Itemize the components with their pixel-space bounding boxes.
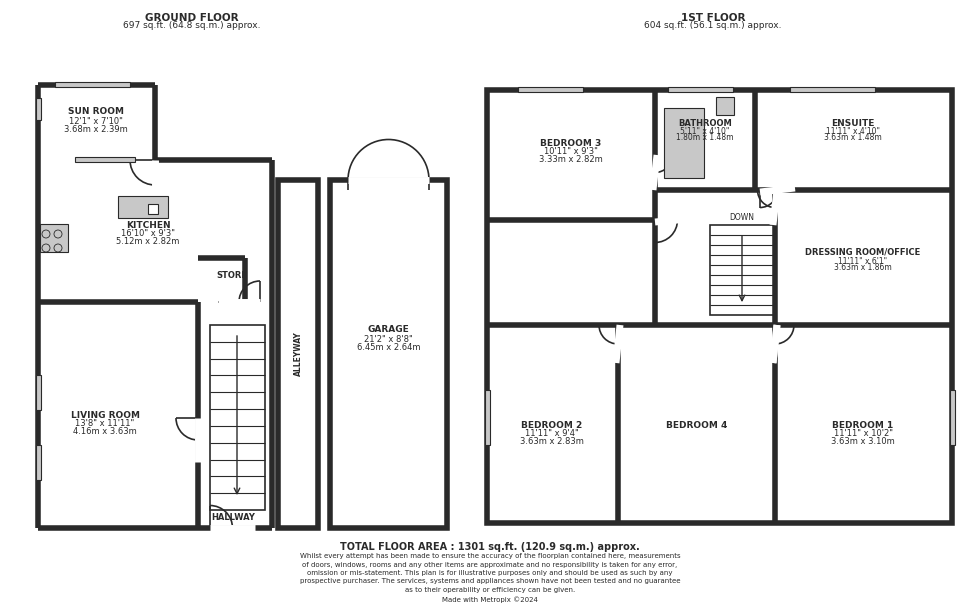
Bar: [716, 97, 734, 115]
Text: 11'11" x 4'10": 11'11" x 4'10": [826, 126, 880, 135]
Text: 12'1" x 7'10": 12'1" x 7'10": [69, 117, 122, 126]
Bar: [485, 390, 490, 445]
Text: HALLWAY: HALLWAY: [211, 514, 255, 523]
Text: SUN ROOM: SUN ROOM: [68, 107, 124, 117]
Text: GROUND FLOOR: GROUND FLOOR: [145, 13, 239, 23]
Text: 5.12m x 2.82m: 5.12m x 2.82m: [117, 237, 179, 246]
Text: 1ST FLOOR: 1ST FLOOR: [681, 13, 745, 23]
Bar: [118, 196, 168, 218]
Bar: [278, 180, 318, 528]
Text: 3.33m x 2.82m: 3.33m x 2.82m: [539, 156, 603, 165]
Bar: [518, 87, 583, 92]
Bar: [36, 375, 41, 410]
Bar: [790, 87, 875, 92]
Text: 3.63m x 3.10m: 3.63m x 3.10m: [831, 437, 895, 447]
Text: 604 sq.ft. (56.1 sq.m.) approx.: 604 sq.ft. (56.1 sq.m.) approx.: [644, 21, 782, 30]
Bar: [210, 325, 265, 510]
Text: 3.63m x 1.86m: 3.63m x 1.86m: [834, 264, 892, 273]
Text: 16'10" x 9'3": 16'10" x 9'3": [121, 229, 175, 239]
Text: 3.68m x 2.39m: 3.68m x 2.39m: [64, 124, 127, 134]
Bar: [487, 90, 952, 523]
Text: 1.80m x 1.48m: 1.80m x 1.48m: [676, 134, 734, 143]
Text: 3.63m x 1.48m: 3.63m x 1.48m: [824, 134, 882, 143]
Text: 3.63m x 2.83m: 3.63m x 2.83m: [520, 437, 584, 447]
Bar: [36, 98, 41, 120]
Bar: [75, 157, 135, 162]
Text: BEDROOM 1: BEDROOM 1: [832, 420, 894, 429]
Text: DRESSING ROOM/OFFICE: DRESSING ROOM/OFFICE: [806, 248, 920, 256]
Bar: [668, 87, 733, 92]
Text: 697 sq.ft. (64.8 sq.m.) approx.: 697 sq.ft. (64.8 sq.m.) approx.: [123, 21, 261, 30]
Text: Whilst every attempt has been made to ensure the accuracy of the floorplan conta: Whilst every attempt has been made to en…: [300, 553, 680, 603]
Text: TOTAL FLOOR AREA : 1301 sq.ft. (120.9 sq.m.) approx.: TOTAL FLOOR AREA : 1301 sq.ft. (120.9 sq…: [340, 542, 640, 552]
Bar: [148, 204, 158, 214]
Text: 10'11" x 9'3": 10'11" x 9'3": [544, 148, 598, 157]
Text: GARAGE: GARAGE: [368, 326, 410, 334]
Text: 6.45m x 2.64m: 6.45m x 2.64m: [357, 343, 420, 353]
Bar: [330, 180, 447, 528]
Text: ENSUITE: ENSUITE: [831, 118, 875, 127]
Bar: [40, 224, 68, 252]
Text: 11'11" x 10'2": 11'11" x 10'2": [834, 429, 893, 439]
Text: 4.16m x 3.63m: 4.16m x 3.63m: [74, 428, 137, 437]
Text: 11'11" x 9'4": 11'11" x 9'4": [525, 429, 579, 439]
Text: 13'8" x 11'11": 13'8" x 11'11": [75, 420, 134, 428]
Text: BATHROOM: BATHROOM: [678, 118, 732, 127]
Bar: [664, 108, 704, 178]
Text: KITCHEN: KITCHEN: [125, 220, 171, 229]
Text: DOWN: DOWN: [729, 212, 755, 221]
Text: STORE: STORE: [217, 270, 248, 279]
Bar: [950, 390, 955, 445]
Text: 21'2" x 8'8": 21'2" x 8'8": [365, 336, 413, 345]
Text: LIVING ROOM: LIVING ROOM: [71, 411, 139, 420]
Bar: [710, 225, 775, 315]
Text: ALLEYWAY: ALLEYWAY: [293, 332, 303, 376]
Text: 5'11" x 4'10": 5'11" x 4'10": [680, 126, 730, 135]
Bar: [36, 445, 41, 480]
Text: BEDROOM 4: BEDROOM 4: [666, 420, 728, 429]
Text: BEDROOM 3: BEDROOM 3: [540, 138, 602, 148]
Text: BEDROOM 2: BEDROOM 2: [521, 420, 583, 429]
Bar: [55, 82, 130, 87]
Text: 11'11" x 6'1": 11'11" x 6'1": [839, 256, 888, 265]
